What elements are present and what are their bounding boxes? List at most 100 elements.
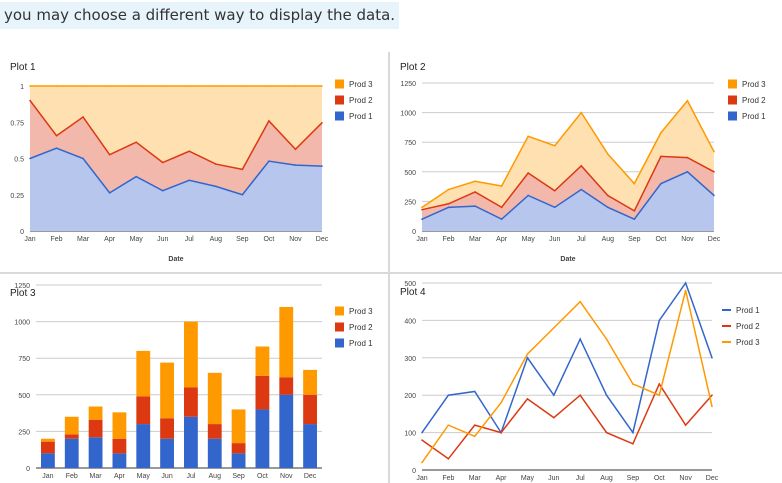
data-point — [188, 150, 191, 153]
data-point — [215, 163, 217, 165]
legend-label: Prod 1 — [349, 112, 373, 121]
x-tick-label: Jun — [157, 236, 168, 243]
bar-prod-2 — [207, 424, 222, 439]
x-tick-label: Sep — [232, 473, 245, 480]
x-tick-label: Oct — [257, 473, 268, 480]
x-tick-label: Oct — [655, 236, 666, 243]
data-point — [29, 99, 31, 102]
x-tick-label: Nov — [289, 236, 302, 243]
x-tick-label: Jun — [161, 473, 172, 480]
legend-label: Prod 1 — [742, 112, 766, 121]
x-tick-label: Mar — [90, 473, 103, 480]
y-tick-label: 0.25 — [10, 193, 24, 200]
data-point — [553, 144, 556, 147]
data-point — [580, 188, 583, 191]
legend-label: Prod 3 — [742, 80, 766, 89]
data-point — [82, 85, 84, 87]
data-point — [473, 424, 476, 426]
data-point — [527, 194, 529, 197]
data-point — [108, 153, 111, 156]
data-point — [579, 394, 581, 396]
x-tick-label: Dec — [706, 475, 719, 482]
data-point — [660, 131, 662, 134]
data-point — [633, 210, 636, 212]
bar-prod-2 — [41, 441, 55, 454]
legend-swatch — [335, 79, 344, 89]
data-point — [607, 153, 609, 155]
data-point — [294, 85, 297, 87]
x-tick-label: Jun — [549, 236, 560, 243]
data-point — [526, 353, 529, 355]
data-point — [82, 157, 84, 160]
data-point — [579, 300, 581, 303]
y-tick-label: 0.75 — [10, 120, 24, 127]
area-prod-2 — [422, 156, 714, 220]
data-point — [658, 319, 661, 322]
y-tick-label: 1 — [20, 84, 24, 91]
bar-prod-1 — [160, 438, 174, 468]
data-point — [447, 206, 450, 209]
vertical-divider — [388, 52, 390, 483]
bar-prod-2 — [255, 375, 270, 410]
x-tick-label: Mar — [77, 236, 90, 243]
data-point — [474, 191, 476, 193]
data-point — [161, 189, 164, 192]
data-point — [684, 289, 687, 292]
data-point — [447, 424, 450, 426]
chart-title: Plot 4 — [400, 287, 426, 298]
data-point — [29, 85, 31, 87]
data-point — [294, 164, 297, 166]
bar-prod-3 — [112, 412, 127, 439]
x-tick-label: Oct — [654, 475, 665, 482]
x-tick-label: Apr — [114, 473, 126, 480]
legend-swatch — [335, 306, 344, 316]
data-point — [713, 150, 715, 153]
bar-prod-3 — [64, 416, 79, 435]
data-point — [321, 165, 323, 167]
plot-2-chart: Plot 2 0 250 500 750 1000 1250 Jan Feb Mar Apr May J… — [400, 62, 766, 263]
x-tick-label: Aug — [600, 475, 613, 482]
data-point — [686, 99, 689, 102]
x-tick-label: Apr — [496, 236, 508, 243]
bar-prod-1 — [112, 453, 127, 468]
bar-prod-1 — [136, 424, 151, 468]
line-prod-2 — [29, 100, 323, 171]
x-tick-label: Mar — [469, 475, 482, 482]
x-tick-label: Feb — [51, 236, 63, 243]
line-prod-1 — [421, 281, 713, 435]
data-point — [215, 85, 217, 87]
line-prod-2 — [421, 382, 713, 460]
data-point — [161, 85, 164, 87]
x-tick-label: Feb — [442, 475, 454, 482]
data-point — [605, 431, 608, 434]
y-tick-label: 0 — [412, 229, 416, 236]
data-point — [527, 135, 529, 138]
bar-prod-2 — [184, 387, 198, 417]
bar-prod-3 — [160, 362, 174, 419]
data-point — [241, 193, 244, 196]
data-point — [29, 157, 31, 160]
x-tick-label: Nov — [280, 473, 293, 480]
y-tick-label: 750 — [404, 140, 416, 147]
data-point — [500, 206, 503, 209]
legend-label: Prod 2 — [349, 96, 373, 105]
x-tick-label: Jul — [185, 236, 194, 243]
y-tick-label: 400 — [404, 318, 416, 325]
x-tick-label: Sep — [627, 475, 640, 482]
data-point — [500, 218, 503, 220]
data-point — [108, 85, 111, 87]
data-point — [473, 435, 476, 438]
line-prod-1 — [29, 147, 323, 196]
data-point — [500, 431, 502, 434]
legend-swatch — [728, 79, 737, 89]
y-tick-label: 0.5 — [14, 157, 24, 164]
data-point — [580, 165, 583, 167]
data-point — [658, 394, 661, 396]
legend-label: Prod 3 — [736, 338, 760, 347]
y-tick-label: 500 — [18, 393, 30, 400]
bar-prod-2 — [279, 377, 294, 395]
data-point — [711, 357, 713, 359]
data-point — [55, 134, 58, 137]
bar-prod-1 — [41, 453, 55, 468]
data-point — [268, 85, 270, 87]
